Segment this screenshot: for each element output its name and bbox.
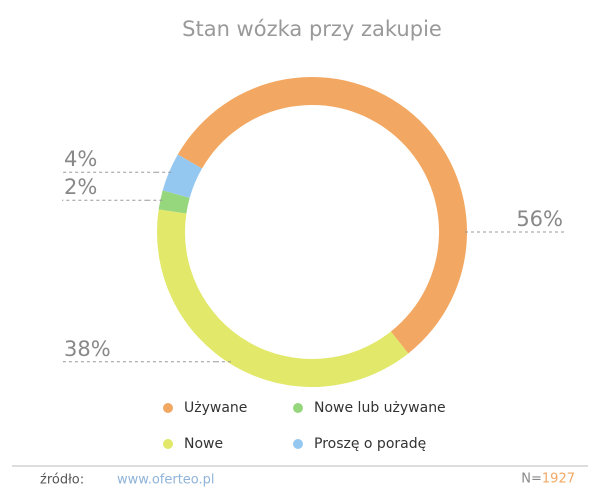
legend-label: Nowe xyxy=(184,436,223,452)
n-label: N= xyxy=(521,472,542,487)
legend-swatch xyxy=(293,439,303,449)
legend-label: Nowe lub używane xyxy=(314,400,446,416)
donut-segment xyxy=(177,76,468,354)
legend-swatch xyxy=(163,439,173,449)
donut-segment xyxy=(156,209,409,387)
source-label: źródło: xyxy=(40,473,84,488)
data-label: 56% xyxy=(516,207,563,231)
legend-label: Używane xyxy=(184,400,247,416)
data-label: 2% xyxy=(64,175,97,199)
data-label: 4% xyxy=(64,147,97,171)
data-label: 38% xyxy=(64,337,111,361)
donut-segment xyxy=(158,190,190,214)
legend-swatch xyxy=(163,403,173,413)
legend-label: Proszę o poradę xyxy=(314,436,426,452)
n-value: 1927 xyxy=(542,472,575,487)
chart-title: Stan wózka przy zakupie xyxy=(182,17,442,41)
legend-swatch xyxy=(293,403,303,413)
donut-segment xyxy=(162,154,203,198)
source-url[interactable]: www.oferteo.pl xyxy=(117,473,215,488)
